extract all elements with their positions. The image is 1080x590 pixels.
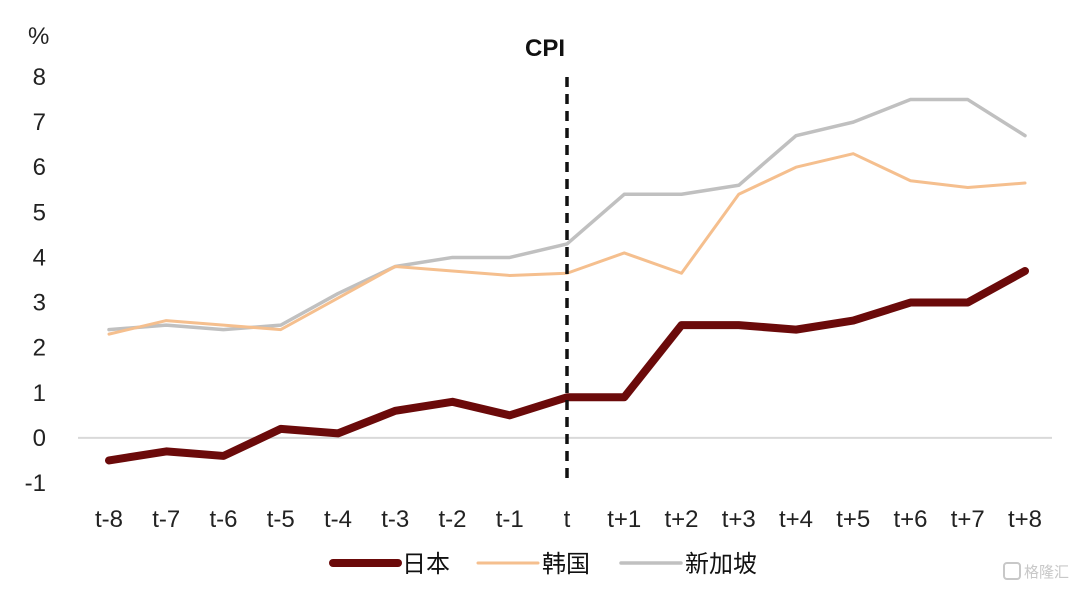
x-tick-label: t+3 <box>722 506 756 533</box>
y-tick-label: 2 <box>33 335 46 362</box>
legend: 日本 韩国 新加坡 <box>329 550 757 578</box>
y-axis-ticks: -1 0 1 2 3 4 5 6 7 8 <box>25 64 46 497</box>
legend-label: 新加坡 <box>685 550 757 578</box>
x-tick-label: t+2 <box>664 506 698 533</box>
x-tick-label: t-3 <box>381 506 409 533</box>
watermark-logo-icon <box>1003 562 1021 580</box>
x-tick-label: t-6 <box>209 506 237 533</box>
y-tick-label: 8 <box>33 64 46 91</box>
y-tick-label: 5 <box>33 199 46 226</box>
y-tick-label: 1 <box>33 380 46 407</box>
legend-label: 韩国 <box>542 550 590 578</box>
y-tick-label: 6 <box>33 154 46 181</box>
x-tick-label: t+8 <box>1008 506 1042 533</box>
x-tick-label: t-4 <box>324 506 352 533</box>
x-tick-label: t-5 <box>267 506 295 533</box>
y-tick-label: 3 <box>33 290 46 317</box>
x-tick-label: t-2 <box>438 506 466 533</box>
cpi-marker-label: CPI <box>525 35 565 62</box>
y-tick-label: 0 <box>33 425 46 452</box>
x-tick-label: t-8 <box>95 506 123 533</box>
y-unit-label: % <box>28 23 49 50</box>
x-tick-label: t-1 <box>496 506 524 533</box>
y-tick-label: -1 <box>25 470 46 497</box>
x-tick-label: t-7 <box>152 506 180 533</box>
x-axis-ticks: t-8 t-7 t-6 t-5 t-4 t-3 t-2 t-1 t t+1 t+2 t+3 t+4 t+5… <box>95 506 1042 533</box>
x-tick-label: t+6 <box>893 506 927 533</box>
y-tick-label: 7 <box>33 109 46 136</box>
watermark-text: 格隆汇 <box>1024 563 1069 581</box>
x-tick-label: t+7 <box>951 506 985 533</box>
x-tick-label: t+1 <box>607 506 641 533</box>
x-tick-label: t+4 <box>779 506 813 533</box>
legend-label: 日本 <box>402 550 450 578</box>
x-tick-label: t+5 <box>836 506 870 533</box>
x-tick-label: t <box>564 506 571 533</box>
y-tick-label: 4 <box>33 244 46 271</box>
watermark: 格隆汇 <box>1003 562 1069 581</box>
